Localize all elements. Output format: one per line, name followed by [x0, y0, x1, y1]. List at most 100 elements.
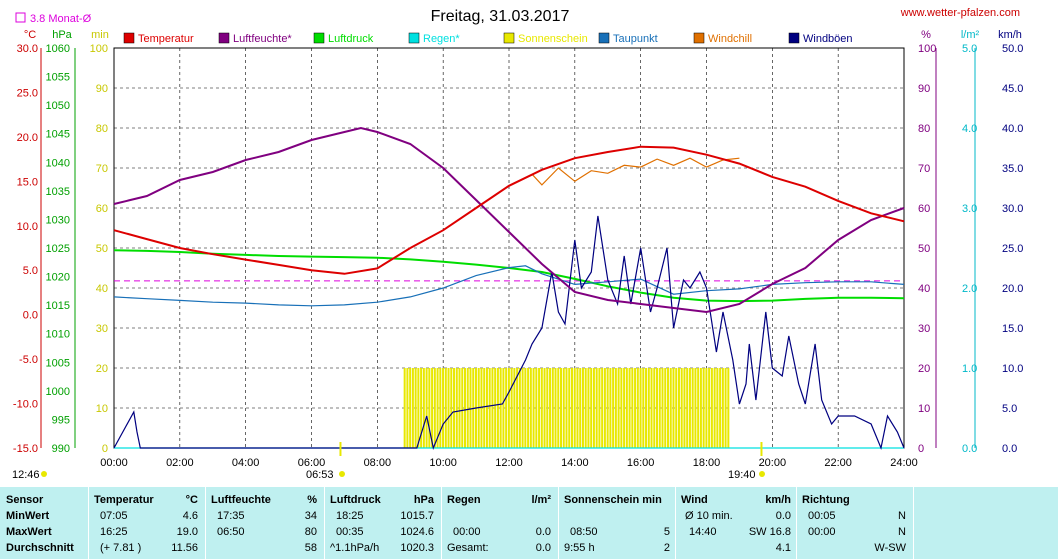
sunshine-bar [529, 368, 532, 448]
rain-max-time: 00:00 [453, 526, 481, 538]
legend-label: Taupunkt [613, 33, 658, 45]
sunshine-bar [494, 368, 497, 448]
sunshine-bar [631, 368, 634, 448]
sunshine-bar [524, 368, 527, 448]
x-tick-label: 14:00 [561, 457, 589, 469]
axis-tick-label: 1045 [46, 129, 70, 141]
axis-tick-label: 1040 [46, 157, 70, 169]
sunshine-bar [666, 368, 669, 448]
stats-separator [558, 487, 559, 559]
sunshine-bar [677, 368, 680, 448]
axis-tick-label: 1005 [46, 357, 70, 369]
legend-swatch [788, 32, 800, 44]
wind-max-value: SW 16.8 [748, 526, 791, 538]
wind-daily-avg: 4.1 [775, 542, 791, 554]
stats-separator [675, 487, 676, 559]
sunshine-bar [483, 368, 486, 448]
stats-header-sensor: Sensor [6, 494, 44, 506]
sunset-icon [759, 471, 765, 477]
sunshine-bar [568, 368, 571, 448]
stats-header-wind: Wind [681, 494, 708, 506]
axis-tick-label: 1050 [46, 100, 70, 112]
sunshine-bar [455, 368, 458, 448]
press-avg-value: 1020.3 [400, 542, 434, 554]
sunshine-bar [650, 368, 653, 448]
sunshine-bar [485, 368, 488, 448]
sunshine-bar [584, 368, 587, 448]
sunshine-bar [658, 368, 661, 448]
sunshine-bar [697, 368, 700, 448]
stats-header-temperature: Temperatur [94, 494, 154, 506]
sunshine-bar [532, 368, 535, 448]
sunrise-icon [339, 471, 345, 477]
sunshine-bar [549, 368, 552, 448]
sunshine-bar [433, 368, 436, 448]
sunshine-bar [466, 368, 469, 448]
axis-tick-label: 990 [52, 443, 70, 455]
axis-tick-label: 1.0 [962, 363, 977, 375]
legend-label: Temperatur [138, 33, 194, 45]
sunshine-bar [617, 368, 620, 448]
sunshine-bar [623, 368, 626, 448]
press-min-time: 18:25 [336, 510, 364, 522]
axis-tick-label: 2.0 [962, 283, 977, 295]
sunshine-bar [669, 368, 672, 448]
press-trend: ^1.1hPa/h [330, 542, 380, 554]
x-tick-label: 10:00 [429, 457, 457, 469]
wind-avg-value: 0.0 [775, 510, 791, 522]
sunshine-bar [609, 368, 612, 448]
sunshine-bar [403, 368, 406, 448]
legend-label: Windböen [803, 33, 853, 45]
axis-tick-label: -10.0 [13, 399, 38, 411]
sunshine-bar [579, 368, 582, 448]
x-tick-label: 04:00 [232, 457, 260, 469]
axis-tick-label: 10 [918, 403, 930, 415]
axis-tick-label: 50 [96, 243, 108, 255]
sunshine-bar [535, 368, 538, 448]
stats-unit-wind: km/h [765, 494, 791, 506]
stats-table: Sensor MinWert MaxWert Durchschnitt Temp… [0, 487, 1058, 559]
sunshine-bar [516, 368, 519, 448]
series-line-windchill [531, 157, 740, 186]
stats-separator [88, 487, 89, 559]
sunshine-bar [628, 368, 631, 448]
axis-tick-label: 4.0 [962, 123, 977, 135]
sunshine-bar [702, 368, 705, 448]
axis-tick-label: -5.0 [19, 354, 38, 366]
axis-tick-label: 30.0 [17, 43, 38, 55]
stats-row-min: MinWert [6, 510, 50, 522]
sunshine-bar [625, 368, 628, 448]
stats-separator [324, 487, 325, 559]
sunshine-bar [581, 368, 584, 448]
x-tick-label: 20:00 [759, 457, 787, 469]
stats-col-humidity: Luftfeuchte % 17:35 34 06:50 80 58 [211, 487, 323, 559]
sunshine-bar [411, 368, 414, 448]
axis-tick-label: 50 [918, 243, 930, 255]
axis-tick-label: 60 [918, 203, 930, 215]
sunshine-bar [518, 368, 521, 448]
moonrise-label: 12:46 [12, 469, 40, 481]
legend-label: Sonnenschein [518, 33, 588, 45]
axis-tick-label: 5.0 [23, 265, 38, 277]
sun-avg-value: 2 [663, 542, 670, 554]
sunshine-bar [710, 368, 713, 448]
sunshine-bar [634, 368, 637, 448]
sunshine-bar [420, 368, 423, 448]
axis-tick-label: 35.0 [1002, 163, 1023, 175]
stats-row-max: MaxWert [6, 526, 52, 538]
sunshine-bar [576, 368, 579, 448]
sunshine-bar [694, 368, 697, 448]
axis-tick-label: 80 [96, 123, 108, 135]
sunshine-bar [543, 368, 546, 448]
sunshine-bar [436, 368, 439, 448]
sunshine-bar [713, 368, 716, 448]
sun-max-time: 08:50 [570, 526, 598, 538]
x-tick-label: 18:00 [693, 457, 721, 469]
sunshine-bar [453, 368, 456, 448]
sunshine-bar [721, 368, 724, 448]
sunshine-bar [562, 368, 565, 448]
hum-min-value: 34 [304, 510, 317, 522]
weather-chart: Freitag, 31.03.2017 www.wetter-pfalzen.c… [12, 7, 1023, 481]
stats-col-direction: Richtung 00:05 N 00:00 N W-SW [802, 487, 912, 559]
legend-swatch [693, 32, 705, 44]
